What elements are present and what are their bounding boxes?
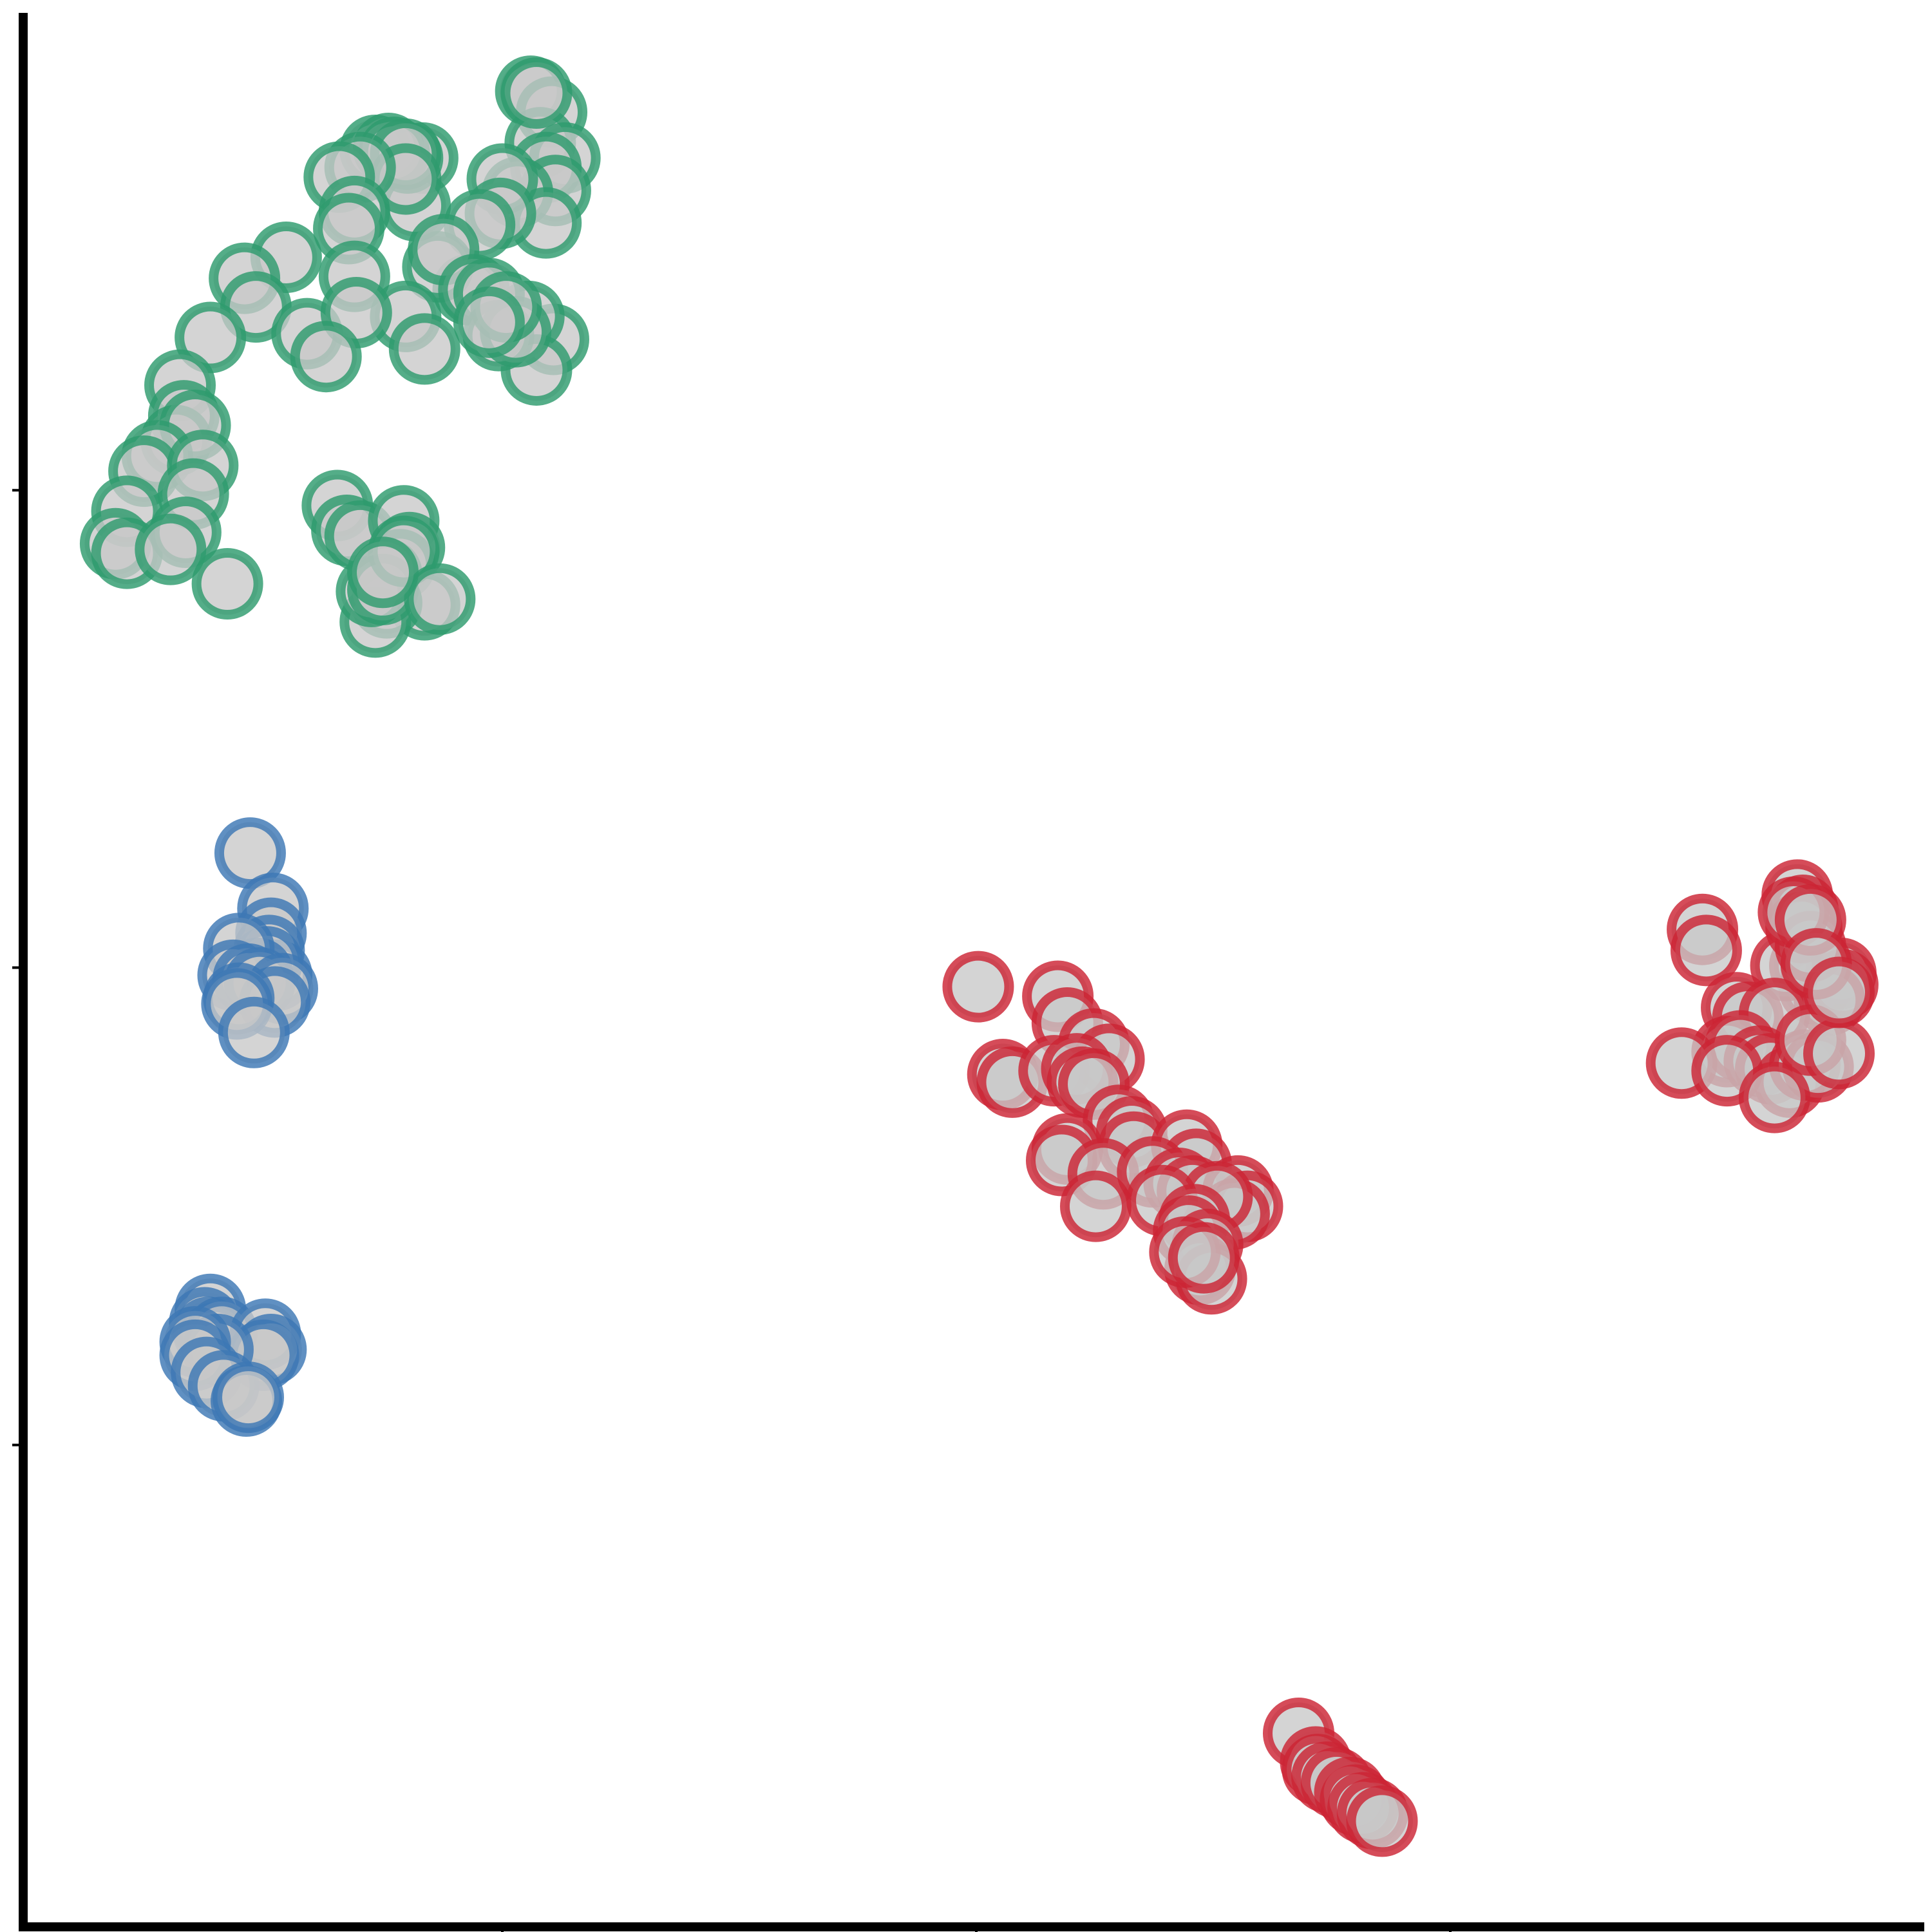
scatter-point [500,57,573,129]
scatter-point [1670,914,1742,987]
scatter-point [213,1361,285,1434]
axes [12,13,1924,1932]
scatter-point [1059,1170,1132,1242]
scatter-point [388,313,460,385]
scatter-point [1803,956,1875,1028]
scatter-point [453,286,525,358]
scatter-point [290,321,362,393]
scatter-point [404,563,476,635]
scatter-point [1168,1222,1240,1294]
scatter-point [1803,1018,1875,1090]
scatter-points [79,55,1879,1857]
scatter-point [191,548,263,620]
scatter-point [1738,1061,1810,1133]
scatter-point [347,536,419,609]
scatter-point [135,513,207,585]
scatter-point [942,951,1014,1023]
scatter-point [218,996,290,1068]
scatter-point [1346,1785,1418,1857]
